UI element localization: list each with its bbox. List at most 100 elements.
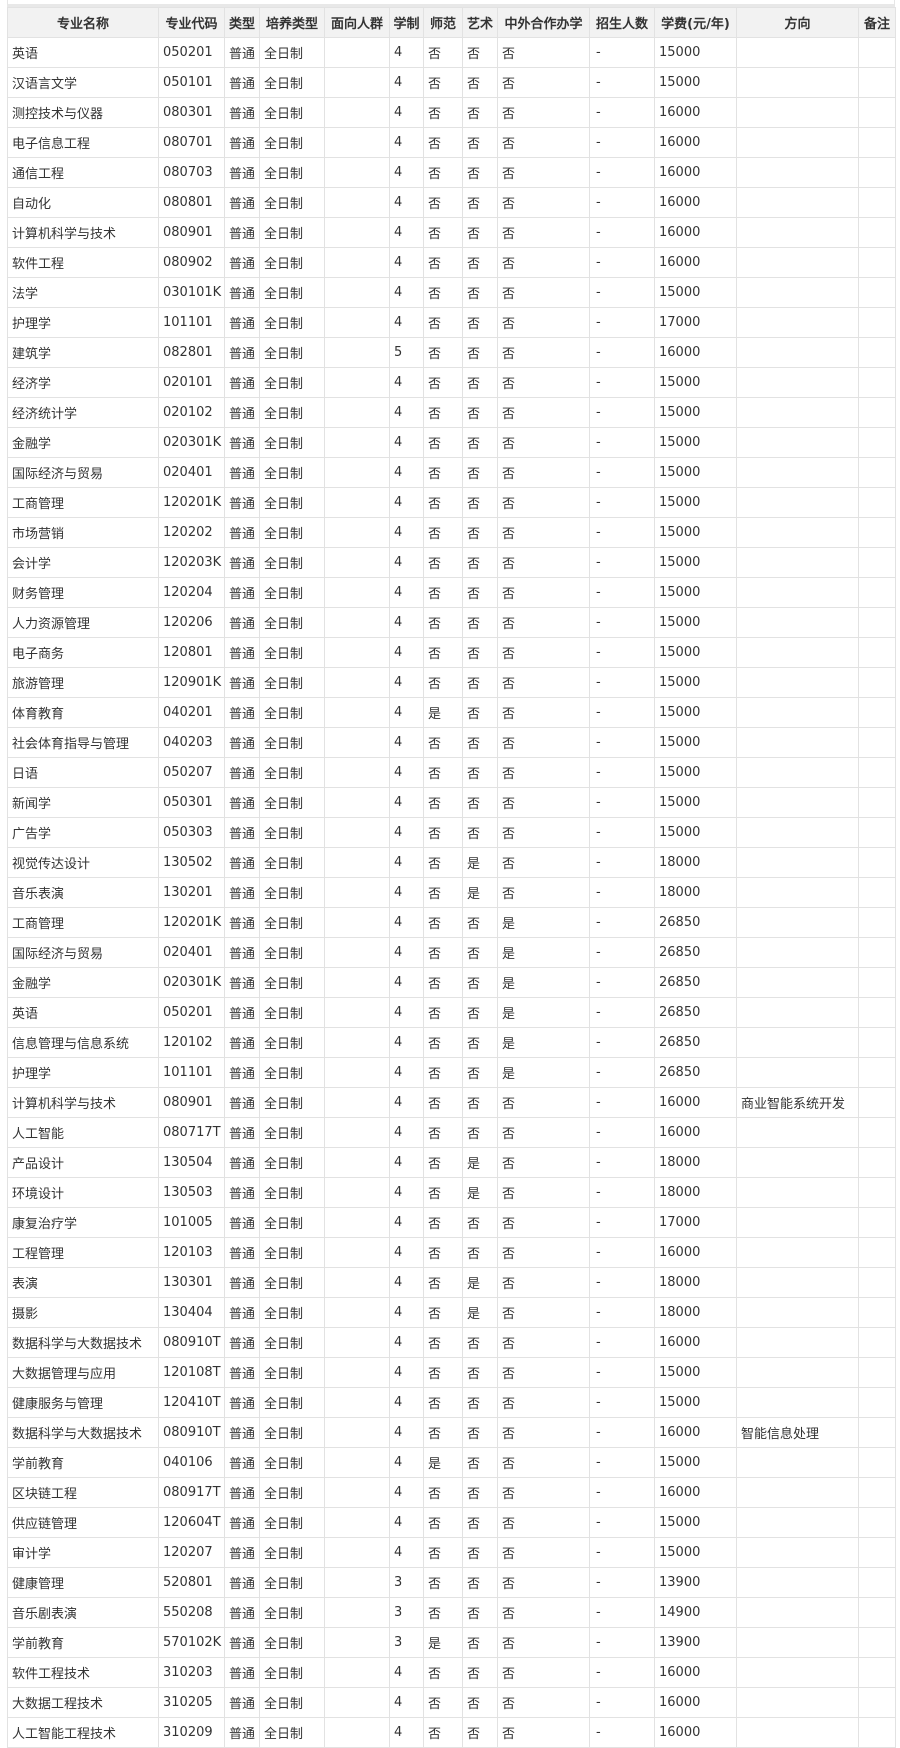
cell-direction — [736, 697, 859, 728]
cell-remarks — [858, 637, 896, 668]
table-row: 金融学 020301K 普通 全日制 4 否否否 -15000 — [7, 427, 896, 458]
table-row: 产品设计 130504 普通 全日制 4 否是否 -18000 — [7, 1147, 896, 1178]
cell-direction — [736, 847, 859, 878]
cell-normal-school: 否 — [423, 1567, 463, 1598]
table-row: 社会体育指导与管理 040203 普通 全日制 4 否否否 -15000 — [7, 727, 896, 758]
cell-type: 普通 — [224, 1417, 260, 1448]
cell-major-code: 130404 — [158, 1297, 225, 1328]
cell-direction — [736, 787, 859, 818]
cell-training-type: 全日制 — [259, 1567, 325, 1598]
cell-enrollment: - — [589, 757, 655, 788]
cell-remarks — [858, 1207, 896, 1238]
cell-major-code: 101101 — [158, 307, 225, 338]
cell-remarks — [858, 1177, 896, 1208]
cell-duration: 4 — [389, 427, 424, 458]
cell-major-name: 计算机科学与技术 — [7, 1087, 159, 1118]
cell-joint-program: 否 — [497, 1537, 590, 1568]
cell-duration: 4 — [389, 667, 424, 698]
cell-major-name: 广告学 — [7, 817, 159, 848]
table-row: 法学 030101K 普通 全日制 4 否否否 -15000 — [7, 277, 896, 308]
table-row: 金融学 020301K 普通 全日制 4 否否是 -26850 — [7, 967, 896, 998]
cell-major-name: 表演 — [7, 1267, 159, 1298]
table-row: 健康管理 520801 普通 全日制 3 否否否 -13900 — [7, 1567, 896, 1598]
cell-remarks — [858, 97, 896, 128]
cell-major-name: 法学 — [7, 277, 159, 308]
cell-normal-school: 否 — [423, 1417, 463, 1448]
cell-major-code: 080703 — [158, 157, 225, 188]
cell-joint-program: 否 — [497, 517, 590, 548]
cell-tuition: 13900 — [654, 1567, 737, 1598]
cell-tuition: 16000 — [654, 1117, 737, 1148]
cell-enrollment: - — [589, 577, 655, 608]
cell-art: 否 — [462, 1717, 498, 1748]
cell-target-group — [324, 457, 390, 488]
cell-training-type: 全日制 — [259, 1117, 325, 1148]
table-row: 环境设计 130503 普通 全日制 4 否是否 -18000 — [7, 1177, 896, 1208]
cell-tuition: 16000 — [654, 1087, 737, 1118]
cell-duration: 4 — [389, 37, 424, 68]
cell-target-group — [324, 1687, 390, 1718]
cell-normal-school: 否 — [423, 127, 463, 158]
cell-duration: 4 — [389, 1147, 424, 1178]
cell-direction — [736, 277, 859, 308]
cell-enrollment: - — [589, 817, 655, 848]
cell-joint-program: 否 — [497, 397, 590, 428]
cell-major-name: 摄影 — [7, 1297, 159, 1328]
cell-type: 普通 — [224, 1027, 260, 1058]
cell-duration: 4 — [389, 547, 424, 578]
cell-enrollment: - — [589, 1237, 655, 1268]
cell-art: 否 — [462, 277, 498, 308]
cell-tuition: 15000 — [654, 817, 737, 848]
cell-training-type: 全日制 — [259, 577, 325, 608]
cell-target-group — [324, 307, 390, 338]
cell-type: 普通 — [224, 277, 260, 308]
cell-normal-school: 否 — [423, 787, 463, 818]
cell-training-type: 全日制 — [259, 607, 325, 638]
cell-remarks — [858, 307, 896, 338]
cell-major-code: 080901 — [158, 217, 225, 248]
cell-enrollment: - — [589, 667, 655, 698]
cell-type: 普通 — [224, 1177, 260, 1208]
cell-major-name: 大数据管理与应用 — [7, 1357, 159, 1388]
cell-type: 普通 — [224, 907, 260, 938]
cell-joint-program: 否 — [497, 1297, 590, 1328]
cell-major-code: 120901K — [158, 667, 225, 698]
column-header-tuition: 学费(元/年) — [654, 7, 737, 38]
cell-major-name: 工商管理 — [7, 907, 159, 938]
table-row: 计算机科学与技术 080901 普通 全日制 4 否否否 -16000 商业智能系统开发 — [7, 1087, 896, 1118]
cell-joint-program: 否 — [497, 1327, 590, 1358]
cell-type: 普通 — [224, 427, 260, 458]
cell-tuition: 15000 — [654, 427, 737, 458]
cell-training-type: 全日制 — [259, 1027, 325, 1058]
cell-art: 是 — [462, 1297, 498, 1328]
cell-direction — [736, 427, 859, 458]
cell-normal-school: 否 — [423, 727, 463, 758]
cell-target-group — [324, 217, 390, 248]
cell-enrollment: - — [589, 337, 655, 368]
cell-target-group — [324, 1237, 390, 1268]
cell-normal-school: 否 — [423, 1177, 463, 1208]
cell-type: 普通 — [224, 1327, 260, 1358]
cell-major-code: 080701 — [158, 127, 225, 158]
cell-direction — [736, 577, 859, 608]
cell-enrollment: - — [589, 187, 655, 218]
cell-duration: 4 — [389, 1207, 424, 1238]
cell-direction — [736, 157, 859, 188]
cell-type: 普通 — [224, 1597, 260, 1628]
cell-direction — [736, 727, 859, 758]
cell-duration: 4 — [389, 397, 424, 428]
cell-major-code: 120103 — [158, 1237, 225, 1268]
cell-duration: 4 — [389, 1657, 424, 1688]
cell-normal-school: 否 — [423, 637, 463, 668]
cell-major-code: 130201 — [158, 877, 225, 908]
cell-joint-program: 否 — [497, 727, 590, 758]
cell-major-code: 120108T — [158, 1357, 225, 1388]
cell-type: 普通 — [224, 457, 260, 488]
cell-art: 否 — [462, 247, 498, 278]
table-row: 人工智能工程技术 310209 普通 全日制 4 否否否 -16000 — [7, 1717, 896, 1748]
cell-art: 否 — [462, 157, 498, 188]
table-row: 日语 050207 普通 全日制 4 否否否 -15000 — [7, 757, 896, 788]
cell-target-group — [324, 1507, 390, 1538]
cell-remarks — [858, 427, 896, 458]
cell-major-code: 020101 — [158, 367, 225, 398]
